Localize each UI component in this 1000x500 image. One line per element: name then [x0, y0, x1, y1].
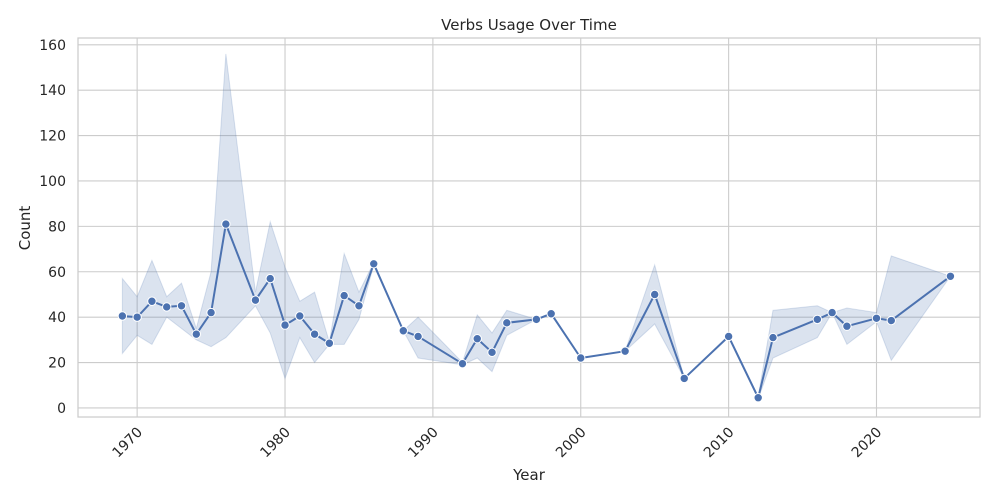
plot-frame	[77, 37, 981, 418]
series-line	[122, 223, 952, 399]
data-point	[117, 311, 128, 321]
data-point	[620, 346, 630, 356]
data-point	[723, 331, 734, 342]
data-point	[324, 338, 335, 348]
data-point	[250, 295, 261, 305]
data-point	[369, 259, 379, 269]
x-tick-label: 2010	[701, 425, 738, 462]
data-point	[679, 373, 689, 384]
series-line-layer	[122, 223, 952, 399]
data-point	[886, 315, 896, 326]
data-point	[413, 331, 423, 342]
data-point	[945, 271, 956, 281]
data-point	[176, 301, 187, 311]
series-points	[117, 219, 956, 403]
x-tick-label: 2000	[553, 425, 590, 462]
x-axis-label: Year	[512, 466, 546, 484]
y-tick-label: 140	[39, 83, 66, 99]
x-tick-label: 2020	[849, 425, 886, 462]
data-point	[649, 289, 660, 300]
data-point	[871, 313, 882, 323]
y-tick-label: 120	[39, 129, 66, 145]
y-tick-label: 20	[48, 356, 66, 372]
data-point	[221, 219, 231, 229]
y-tick-label: 80	[48, 219, 66, 235]
grid	[78, 38, 980, 417]
chart-title: Verbs Usage Over Time	[441, 16, 617, 34]
data-point	[768, 332, 778, 343]
y-axis-label: Count	[16, 206, 34, 251]
y-tick-label: 0	[57, 401, 66, 417]
y-tick-label: 160	[39, 38, 66, 54]
data-point	[339, 290, 349, 301]
y-tick-label: 60	[48, 265, 66, 281]
data-point	[147, 296, 157, 306]
data-point	[354, 301, 364, 311]
ci-band	[121, 53, 952, 401]
y-tick-label: 40	[48, 310, 66, 326]
data-point	[812, 314, 823, 325]
y-tick-labels: 0 20 40 60 80 100 120 140 160	[39, 38, 66, 417]
x-tick-label: 1970	[109, 425, 146, 462]
data-point	[487, 347, 497, 358]
confidence-band	[121, 53, 952, 401]
data-point	[206, 307, 216, 318]
data-point	[531, 314, 542, 325]
data-point	[309, 329, 320, 339]
x-tick-label: 1990	[405, 425, 442, 462]
y-tick-label: 100	[39, 174, 66, 190]
data-point	[753, 393, 763, 403]
data-point	[827, 307, 837, 318]
data-point	[295, 311, 305, 321]
data-point	[132, 312, 142, 322]
data-point	[265, 273, 275, 284]
data-point	[502, 318, 512, 328]
data-point	[280, 320, 290, 330]
data-point	[472, 334, 482, 344]
data-point	[191, 329, 201, 339]
data-point	[162, 302, 172, 312]
x-tick-label: 1980	[257, 425, 294, 462]
data-point	[546, 309, 556, 319]
data-point	[842, 321, 852, 331]
x-tick-labels: 1970 1980 1990 2000 2010 2020	[109, 425, 885, 462]
data-point	[576, 353, 586, 363]
data-point	[457, 358, 468, 369]
data-point	[398, 326, 409, 336]
